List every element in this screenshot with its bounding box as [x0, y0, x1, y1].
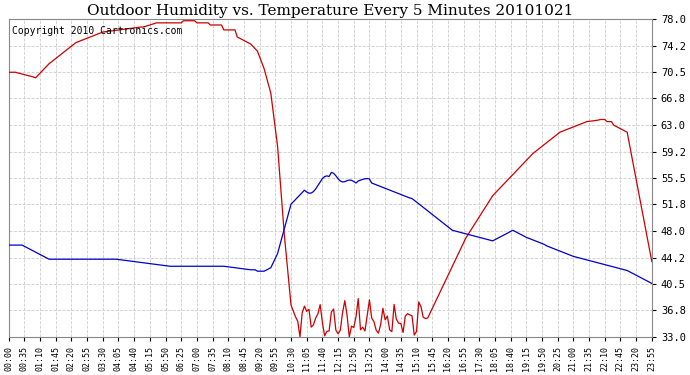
Title: Outdoor Humidity vs. Temperature Every 5 Minutes 20101021: Outdoor Humidity vs. Temperature Every 5…	[87, 4, 573, 18]
Text: Copyright 2010 Cartronics.com: Copyright 2010 Cartronics.com	[12, 26, 182, 36]
